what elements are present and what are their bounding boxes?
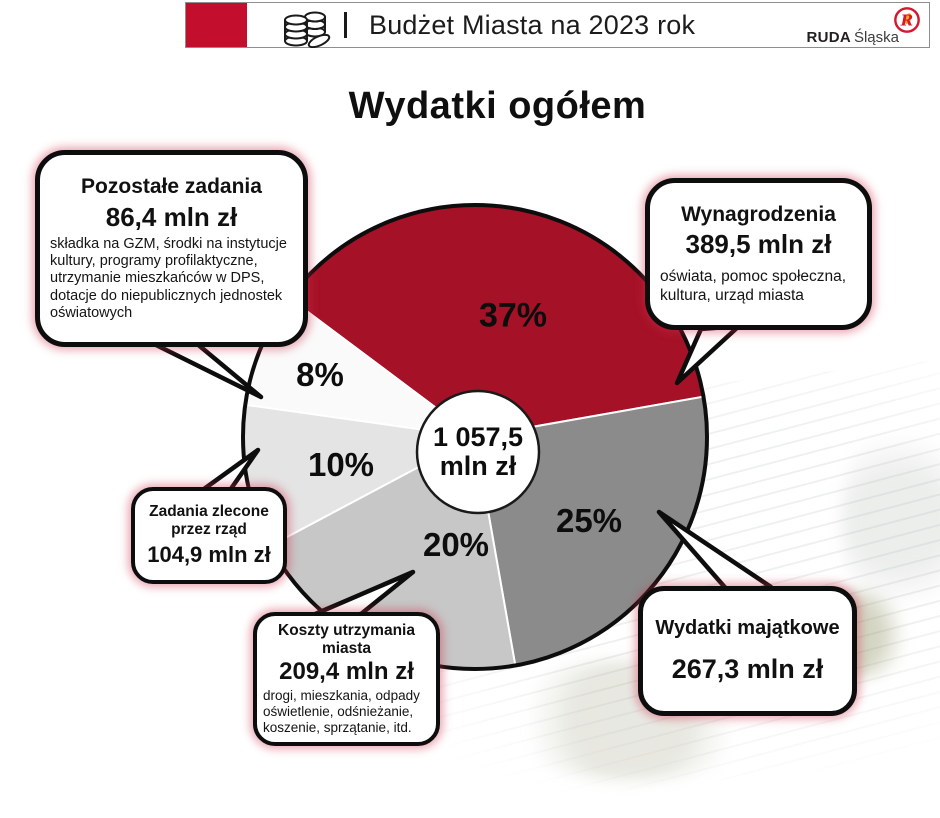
header-title: Budżet Miasta na 2023 rok	[369, 10, 696, 40]
callout-title: Wynagrodzenia	[681, 202, 836, 226]
callout-pozostale-zadania: Pozostałe zadania 86,4 mln zł składka na…	[35, 150, 308, 347]
callout-koszty-utrzymania: Koszty utrzymania miasta 209,4 mln zł dr…	[253, 612, 440, 746]
header-accent-block	[186, 3, 247, 47]
pie-label-25: 25%	[555, 502, 623, 539]
callout-description: drogi, mieszkania, odpady oświetlenie, o…	[263, 688, 420, 736]
pie-outline	[241, 203, 709, 671]
pie-label-10: 10%	[307, 446, 375, 483]
ruda-slaska-emblem-icon: R	[893, 6, 921, 39]
callout-zadania-zlecone: Zadania zlecone przez rząd 104,9 mln zł	[131, 487, 287, 584]
total-value: 1 057,5	[432, 421, 524, 452]
callout-wydatki-majatkowe: Wydatki majątkowe 267,3 mln zł	[638, 586, 857, 716]
callout-amount: 104,9 mln zł	[147, 541, 271, 567]
banknote-texture-blob	[840, 420, 940, 620]
brand-logo: R RUDA Śląska	[806, 5, 923, 47]
callout-title: Zadania zlecone przez rząd	[149, 503, 269, 538]
page-title: Wydatki ogółem	[348, 85, 647, 127]
pie-label-37: 37%	[478, 296, 548, 335]
pie-total-label: 1 057,5 mln zł	[408, 421, 548, 481]
callout-title: Wydatki majątkowe	[655, 617, 840, 639]
coins-icon	[282, 6, 334, 53]
callout-amount: 389,5 mln zł	[685, 228, 832, 259]
total-units: mln zł	[439, 451, 517, 481]
pie-label-8: 8%	[296, 356, 344, 393]
callout-wynagrodzenia: Wynagrodzenia 389,5 mln zł oświata, pomo…	[645, 178, 872, 330]
brand-name: RUDA Śląska	[806, 29, 899, 46]
callout-title: Koszty utrzymania miasta	[278, 621, 415, 657]
header-bar: Budżet Miasta na 2023 rok R RUDA Śląska	[185, 2, 930, 49]
callout-amount: 267,3 mln zł	[671, 654, 824, 684]
callout-amount: 86,4 mln zł	[105, 201, 238, 232]
callout-title: Pozostałe zadania	[81, 174, 262, 198]
pie-label-20: 20%	[422, 526, 490, 563]
pie-center-circle	[415, 389, 541, 515]
svg-text:R: R	[900, 12, 913, 30]
callout-description: składka na GZM, środki na instytucje kul…	[50, 235, 287, 322]
callout-amount: 209,4 mln zł	[279, 658, 414, 686]
callout-description: oświata, pomoc społeczna, kultura, urząd…	[660, 267, 847, 304]
header-separator	[344, 12, 347, 38]
